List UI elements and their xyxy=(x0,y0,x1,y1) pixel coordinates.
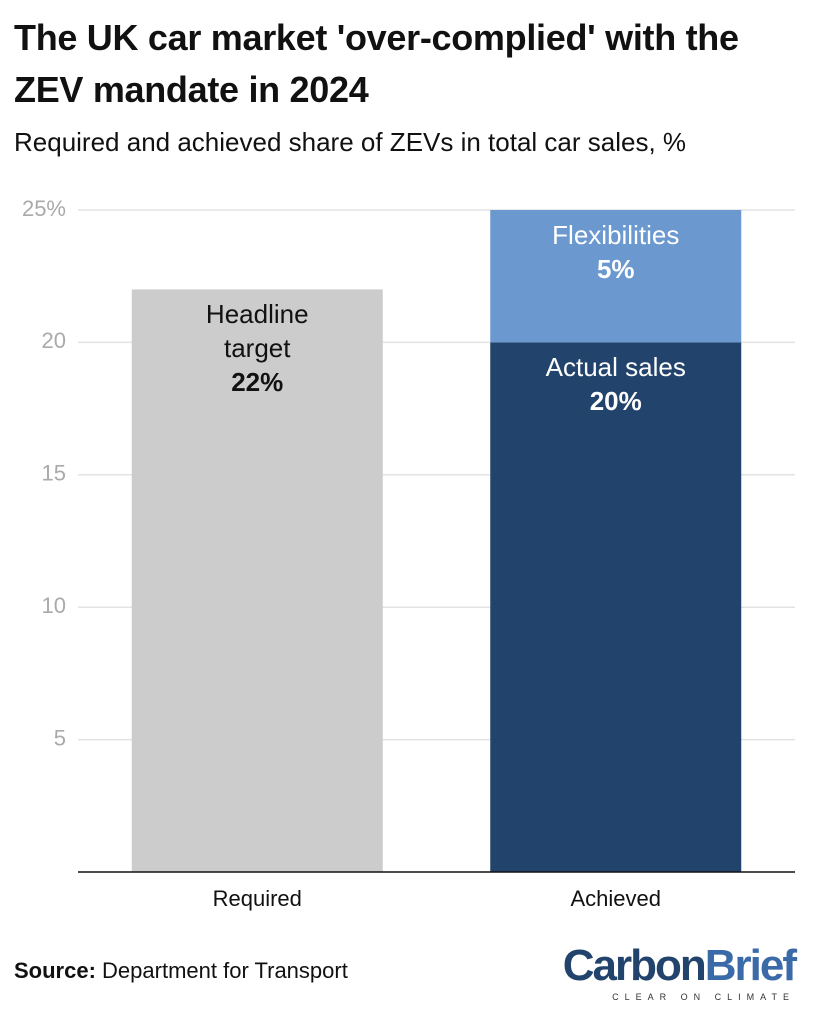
segment-label: Headline target 22% xyxy=(172,297,342,399)
series-name: Flexibilities xyxy=(552,220,680,250)
y-tick-label: 5 xyxy=(54,725,66,750)
y-tick-label: 20 xyxy=(42,328,66,353)
source-label: Source: xyxy=(14,958,96,983)
y-tick-label: 10 xyxy=(42,593,66,618)
source-text: Department for Transport xyxy=(102,958,348,983)
y-tick-label: 25% xyxy=(22,196,66,221)
bar xyxy=(490,210,742,343)
chart-subtitle: Required and achieved share of ZEVs in t… xyxy=(14,127,687,157)
value-label: 5% xyxy=(596,254,635,284)
logo-tagline: CLEAR ON CLIMATE xyxy=(612,992,795,1002)
logo: CarbonBrief CLEAR ON CLIMATE xyxy=(562,941,797,1004)
y-tick-label: 15 xyxy=(42,461,66,486)
logo-part: Brief xyxy=(704,941,797,990)
bar xyxy=(490,342,742,872)
logo-part: Carbon xyxy=(562,941,707,990)
segment-label: Actual sales 20% xyxy=(531,350,701,418)
x-tick-label: Required xyxy=(213,886,302,911)
value-label: 20% xyxy=(589,386,642,417)
segment-label: Flexibilities 5% xyxy=(531,218,701,286)
series-name: Headline target xyxy=(205,299,309,364)
bar xyxy=(131,289,383,872)
source: Source: Department for Transport xyxy=(14,958,348,984)
series-name: Actual sales xyxy=(545,352,686,383)
chart-title: The UK car market 'over-complied' with t… xyxy=(14,17,739,110)
value-label: 22% xyxy=(231,367,284,398)
x-tick-label: Achieved xyxy=(570,886,661,911)
logo-name: CarbonBrief xyxy=(562,941,797,990)
chart: 5 10 15 20 25% Required Achieved xyxy=(22,196,795,911)
